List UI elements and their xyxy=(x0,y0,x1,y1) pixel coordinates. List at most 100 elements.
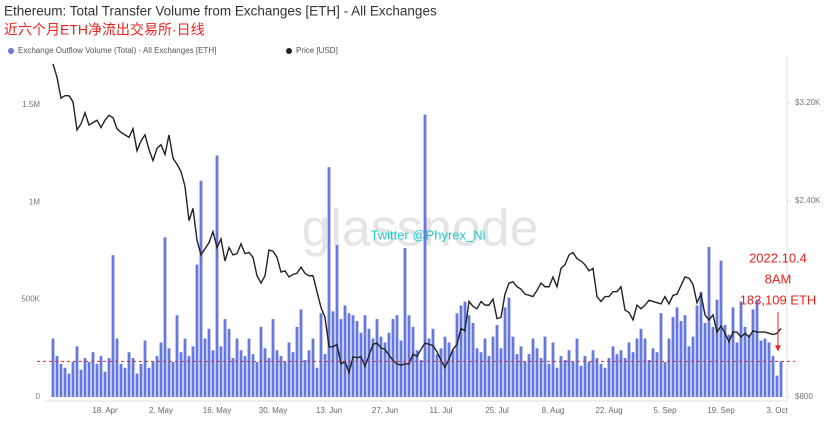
bar xyxy=(495,324,499,397)
legend-label[interactable]: Price [USD] xyxy=(296,46,338,55)
bar xyxy=(531,338,535,397)
bar xyxy=(267,358,271,397)
bar xyxy=(331,311,335,397)
x-tick-label: 13. Jun xyxy=(316,406,342,415)
credit: Twitter @Phyrex_Ni xyxy=(370,227,485,242)
bar xyxy=(503,307,507,397)
bar xyxy=(555,367,559,397)
bar xyxy=(175,315,179,397)
bar xyxy=(519,346,523,397)
bar xyxy=(355,321,359,397)
bar xyxy=(447,342,451,397)
bar xyxy=(375,319,379,397)
bar xyxy=(671,317,675,397)
bar xyxy=(111,255,115,397)
x-tick-label: 18. Apr xyxy=(92,406,118,415)
bar xyxy=(687,346,691,397)
bar xyxy=(539,358,543,397)
y-tick-label: 1.5M xyxy=(22,100,40,109)
bar xyxy=(491,336,495,397)
bar xyxy=(183,338,187,397)
bar xyxy=(775,375,779,397)
bar xyxy=(403,248,407,397)
bar xyxy=(651,348,655,397)
x-tick-label: 25. Jul xyxy=(485,406,509,415)
bar xyxy=(515,354,519,397)
x-tick-label: 2. May xyxy=(149,406,173,415)
bar xyxy=(779,361,783,397)
x-tick-label: 30. May xyxy=(259,406,287,415)
x-tick-label: 16. May xyxy=(203,406,231,415)
bar xyxy=(299,309,303,397)
legend-label[interactable]: Exchange Outflow Volume (Total) - All Ex… xyxy=(18,46,216,55)
bar xyxy=(559,356,563,397)
bar xyxy=(627,342,631,397)
bar xyxy=(295,326,299,397)
bar xyxy=(311,338,315,397)
bar xyxy=(179,352,183,397)
bar xyxy=(475,348,479,397)
bar xyxy=(71,361,75,397)
bar xyxy=(455,313,459,397)
bar xyxy=(235,338,239,397)
annotation-arrowhead xyxy=(775,345,781,352)
bar xyxy=(655,352,659,397)
bar xyxy=(751,309,755,397)
y2-tick-label: $2.40K xyxy=(795,196,821,205)
bar xyxy=(203,338,207,397)
bar xyxy=(523,361,527,397)
bar xyxy=(619,350,623,397)
bar xyxy=(359,332,363,397)
bar xyxy=(471,322,475,397)
bar xyxy=(727,334,731,397)
bar xyxy=(163,237,167,397)
bar xyxy=(611,346,615,397)
bar xyxy=(631,352,635,397)
bar xyxy=(103,371,107,397)
bar xyxy=(719,260,723,397)
bar xyxy=(387,332,391,397)
bar xyxy=(99,356,103,397)
bar xyxy=(583,356,587,397)
bar xyxy=(731,307,735,397)
bar xyxy=(479,352,483,397)
bar xyxy=(755,299,759,397)
bar xyxy=(327,167,331,397)
bar xyxy=(679,321,683,397)
y2-tick-label: $800 xyxy=(795,392,813,401)
bar xyxy=(579,365,583,397)
bar xyxy=(155,356,159,397)
bar xyxy=(51,338,55,397)
bar xyxy=(339,319,343,397)
bar xyxy=(603,367,607,397)
bar xyxy=(119,363,123,397)
bar xyxy=(291,352,295,397)
bar xyxy=(591,350,595,397)
bar xyxy=(67,373,71,397)
bar xyxy=(83,358,87,397)
bar xyxy=(259,326,263,397)
bar xyxy=(399,340,403,397)
bar xyxy=(743,326,747,397)
bar xyxy=(219,346,223,397)
bar xyxy=(75,346,79,397)
annotation-text: 8AM xyxy=(765,271,792,286)
bar xyxy=(271,319,275,397)
bar xyxy=(195,264,199,397)
bar xyxy=(487,356,491,397)
bar xyxy=(283,361,287,397)
bar xyxy=(367,328,371,397)
bar xyxy=(419,359,423,397)
y-tick-label: 0 xyxy=(36,392,41,401)
bar xyxy=(675,307,679,397)
bar xyxy=(123,367,127,397)
bar xyxy=(683,315,687,397)
bar xyxy=(59,363,63,397)
bar xyxy=(151,361,155,397)
bar xyxy=(247,338,251,397)
bar xyxy=(763,338,767,397)
x-tick-label: 11. Jul xyxy=(430,406,453,415)
x-tick-label: 3. Oct xyxy=(766,406,788,415)
bar xyxy=(127,352,131,397)
chart-subtitle: 近六个月ETH净流出交易所·日线 xyxy=(4,22,205,38)
